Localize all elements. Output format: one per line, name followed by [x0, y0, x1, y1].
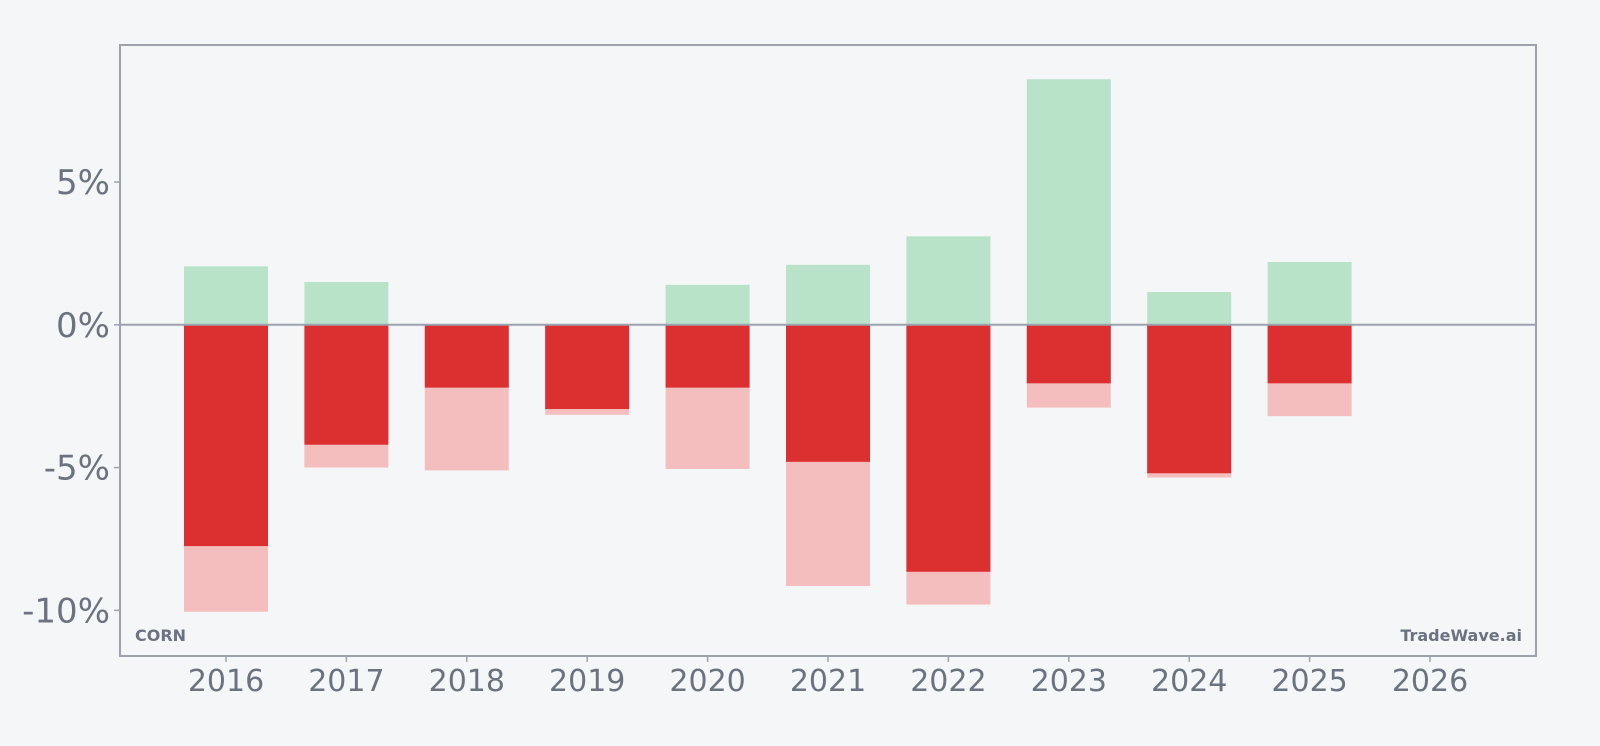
- x-tick-label: 2025: [1271, 664, 1347, 699]
- gain-bar-2017: [304, 281, 389, 325]
- return-bar-2016: [184, 324, 268, 547]
- symbol-label: CORN: [135, 626, 186, 645]
- y-tick-label: -5%: [44, 449, 110, 489]
- gain-bar-2023: [1026, 79, 1111, 325]
- return-bar-2025: [1267, 324, 1352, 384]
- return-bar-2024: [1147, 324, 1232, 474]
- gain-bar-2024: [1147, 291, 1232, 325]
- x-tick-label: 2026: [1392, 664, 1468, 699]
- gain-bar-2022: [906, 236, 991, 325]
- gain-bar-2016: [184, 266, 268, 325]
- x-tick-label: 2023: [1031, 664, 1107, 699]
- return-bar-2017: [304, 324, 389, 445]
- x-tick-label: 2016: [188, 664, 264, 699]
- bars-group: [184, 79, 1352, 612]
- watermark-label: TradeWave.ai: [1400, 626, 1522, 645]
- x-tick-label: 2020: [669, 664, 745, 699]
- x-tick-label: 2017: [308, 664, 384, 699]
- return-bar-2021: [786, 324, 870, 462]
- x-tick-label: 2021: [790, 664, 866, 699]
- x-tick-label: 2018: [429, 664, 505, 699]
- gain-bar-2021: [786, 264, 870, 325]
- return-bar-2022: [906, 324, 991, 572]
- gain-bar-2020: [665, 284, 750, 325]
- y-tick-label: 0%: [56, 306, 110, 346]
- y-axis: -10% -5% 0% 5%: [22, 163, 120, 631]
- y-tick-label: 5%: [56, 163, 110, 203]
- return-bar-2023: [1026, 324, 1111, 384]
- y-tick-label: -10%: [22, 591, 110, 631]
- x-axis: 2016 2017 2018 2019 2020 2021 2022 2023 2024 2025…: [188, 656, 1468, 699]
- x-tick-label: 2019: [549, 664, 625, 699]
- gain-bar-2025: [1267, 261, 1352, 325]
- return-bar-2018: [424, 324, 509, 388]
- x-tick-label: 2022: [910, 664, 986, 699]
- return-bar-2020: [665, 324, 750, 388]
- x-tick-label: 2024: [1151, 664, 1227, 699]
- return-bar-2019: [545, 324, 630, 410]
